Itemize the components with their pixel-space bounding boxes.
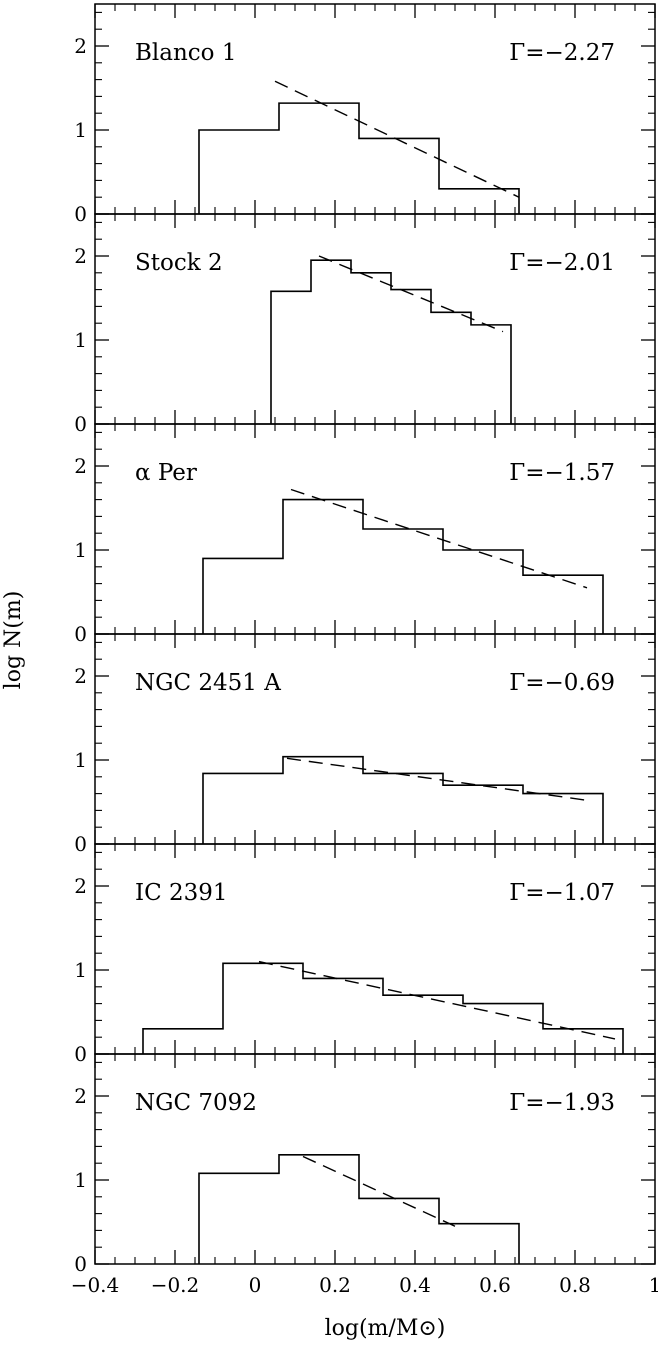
y-tick-label: 2 — [74, 454, 87, 478]
panels-group: 0 1 2 Blanco 1 Γ=−2.27 0 1 2 Stock 2 Γ=−2.01 0 1 2 α … — [74, 3, 656, 1276]
y-tick-label: 1 — [74, 538, 87, 562]
cluster-name: IC 2391 — [135, 880, 228, 906]
x-tick-label: −0.4 — [71, 1273, 120, 1297]
panel-3: 0 1 2 α Per Γ=−1.57 — [74, 423, 656, 646]
histogram-outline — [202, 498, 604, 634]
gamma-label: Γ=−1.57 — [509, 460, 615, 486]
fit-line — [286, 757, 588, 802]
panel-frame — [94, 1053, 656, 1265]
y-tick-label: 0 — [74, 1252, 87, 1276]
histogram-outline — [198, 1154, 520, 1264]
x-tick-labels: −0.4 −0.2 0 0.2 0.4 0.6 0.8 1 — [71, 1273, 658, 1297]
y-tick-label: 0 — [74, 202, 87, 226]
histogram-outline — [198, 102, 520, 214]
fit-line — [290, 488, 588, 589]
y-tick-label: 0 — [74, 622, 87, 646]
panel-5: 0 1 2 IC 2391 Γ=−1.07 — [74, 843, 656, 1066]
panel-frame — [94, 843, 656, 1055]
x-tick-label: 0.4 — [399, 1273, 431, 1297]
y-tick-label: 1 — [74, 748, 87, 772]
panel-2: 0 1 2 Stock 2 Γ=−2.01 — [74, 213, 656, 436]
y-tick-label: 2 — [74, 664, 87, 688]
panel-frame — [94, 633, 656, 845]
cluster-name: NGC 7092 — [135, 1090, 257, 1116]
y-tick-label: 2 — [74, 244, 87, 268]
y-tick-label: 0 — [74, 412, 87, 436]
y-axis-label: log N(m) — [1, 591, 26, 690]
gamma-label: Γ=−2.27 — [509, 40, 615, 66]
cluster-name: NGC 2451 A — [135, 670, 281, 696]
y-tick-label: 1 — [74, 958, 87, 982]
histogram-outline — [142, 962, 624, 1054]
histogram-outline — [202, 755, 604, 844]
x-tick-label: 0.8 — [559, 1273, 591, 1297]
cluster-name: α Per — [135, 460, 197, 486]
histogram-outline — [270, 259, 512, 424]
gamma-label: Γ=−0.69 — [509, 670, 615, 696]
gamma-label: Γ=−1.07 — [509, 880, 615, 906]
y-tick-label: 1 — [74, 1168, 87, 1192]
x-tick-label: 0.2 — [319, 1273, 351, 1297]
y-tick-label: 0 — [74, 1042, 87, 1066]
y-tick-label: 2 — [74, 34, 87, 58]
x-tick-label: −0.2 — [151, 1273, 200, 1297]
panel-frame — [94, 3, 656, 215]
y-tick-label: 1 — [74, 118, 87, 142]
y-tick-label: 1 — [74, 328, 87, 352]
x-tick-label: 1 — [649, 1273, 658, 1297]
panel-4: 0 1 2 NGC 2451 A Γ=−0.69 — [74, 633, 656, 856]
fit-line — [258, 960, 616, 1040]
fit-line — [274, 80, 520, 198]
y-tick-label: 2 — [74, 1084, 87, 1108]
panel-1: 0 1 2 Blanco 1 Γ=−2.27 — [74, 3, 656, 226]
gamma-label: Γ=−1.93 — [509, 1090, 615, 1116]
x-axis-label: log(m/M⊙) — [325, 1316, 446, 1341]
x-tick-label: 0.6 — [479, 1273, 511, 1297]
x-tick-label: 0 — [249, 1273, 262, 1297]
cluster-name: Blanco 1 — [135, 40, 236, 66]
y-tick-label: 2 — [74, 874, 87, 898]
panel-6: 0 1 2 NGC 7092 Γ=−1.93 — [74, 1053, 656, 1276]
gamma-label: Γ=−2.01 — [509, 250, 615, 276]
fit-line — [302, 1155, 456, 1227]
cluster-name: Stock 2 — [135, 250, 223, 276]
fit-line — [318, 255, 504, 333]
y-tick-label: 0 — [74, 832, 87, 856]
panel-frame — [94, 213, 656, 425]
